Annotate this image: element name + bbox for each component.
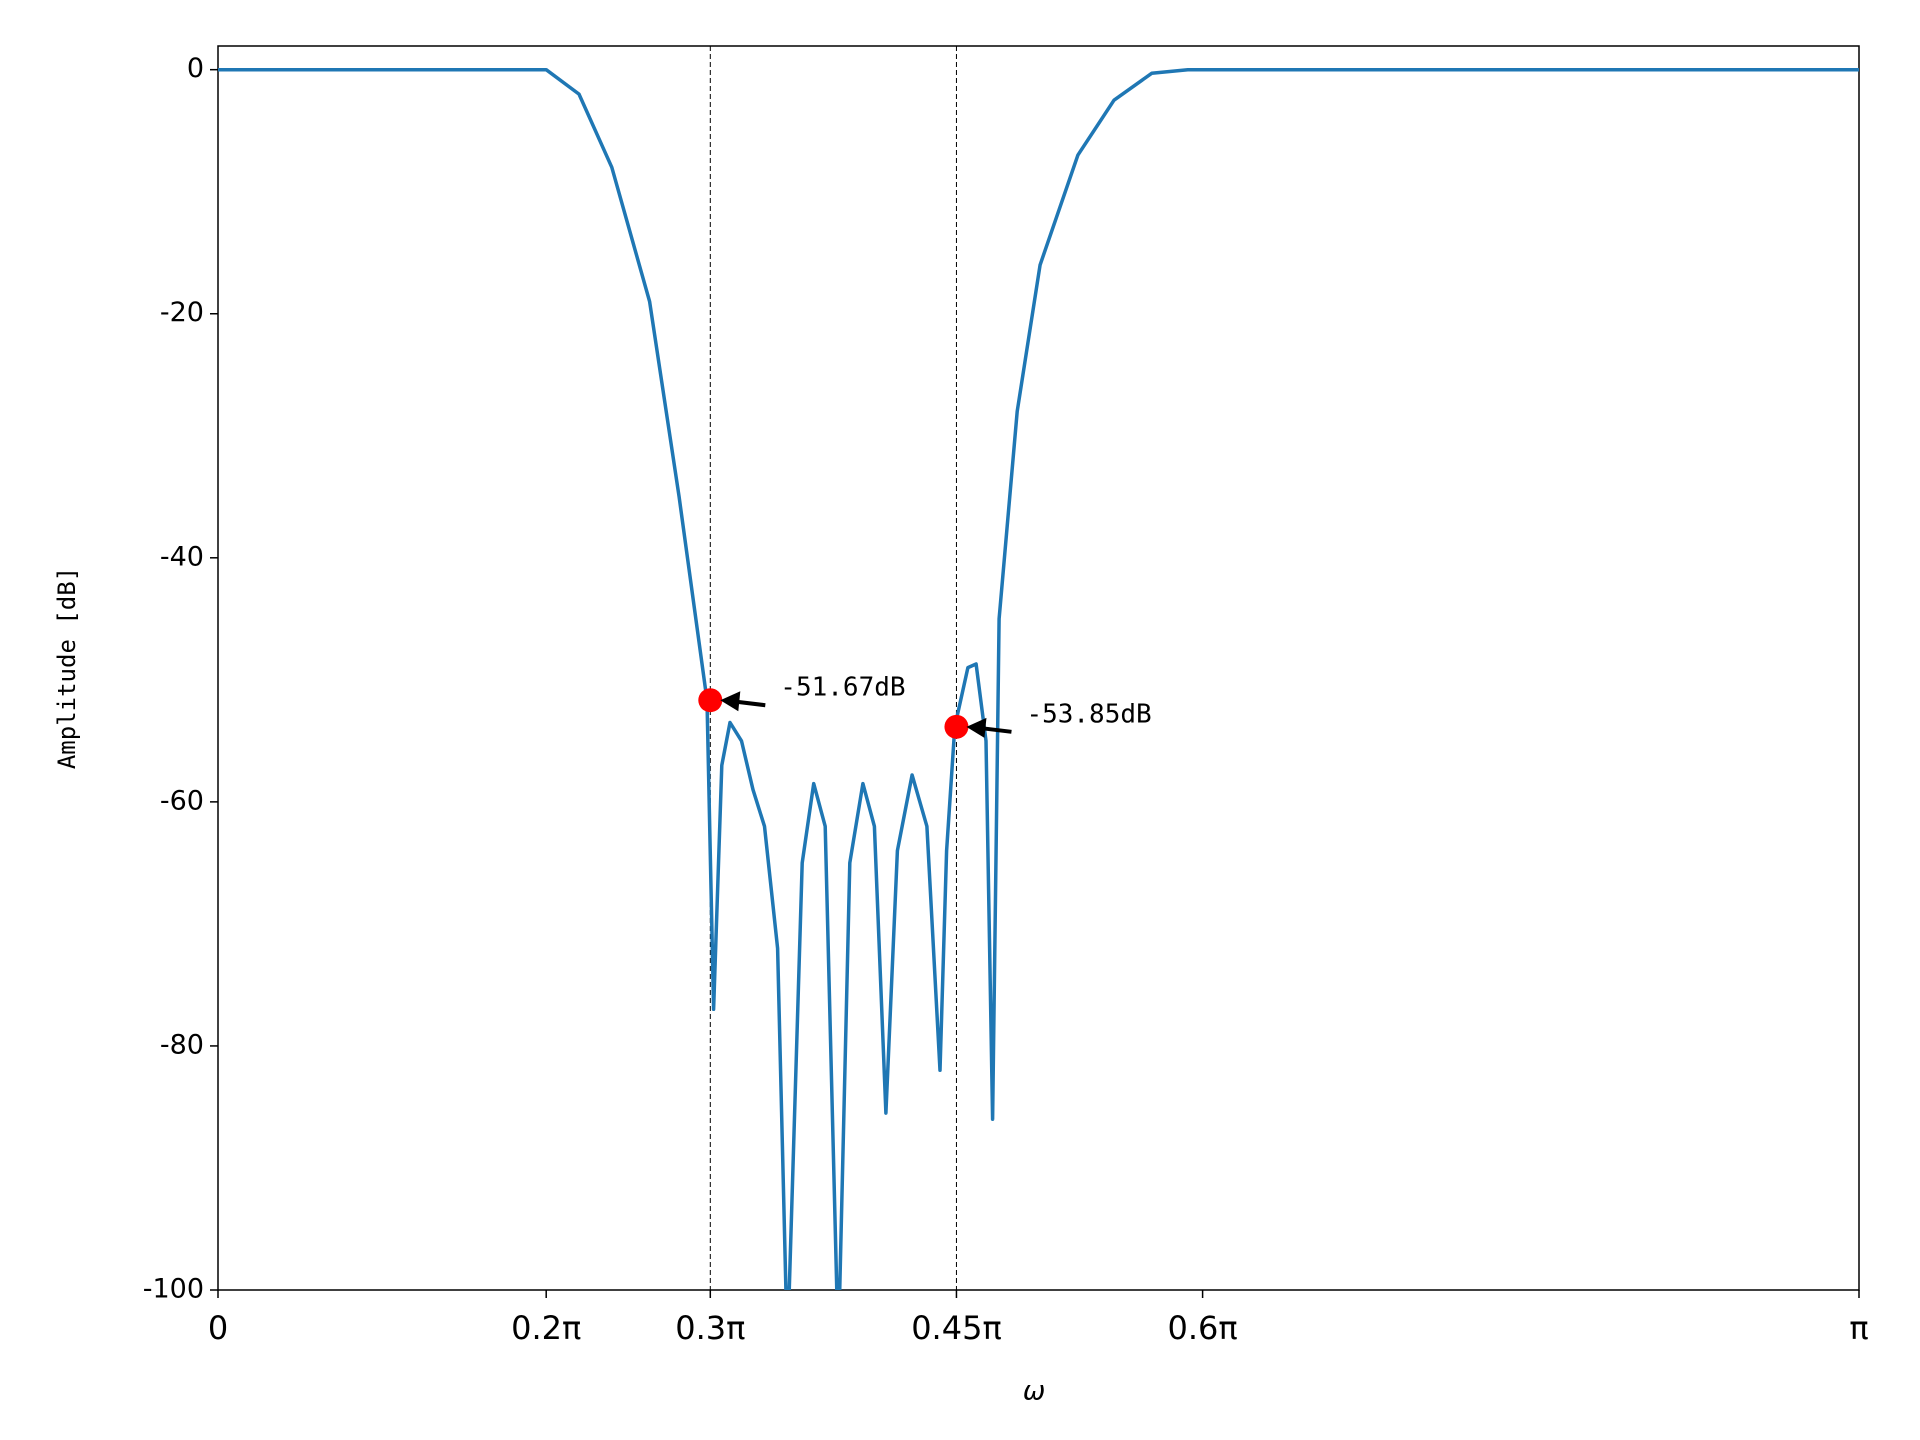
annotation-label: -51.67dB [780,673,905,703]
y-tick-label: -100 [143,1274,204,1305]
plot-frame [217,45,1860,1291]
y-tick-label: -60 [160,785,204,816]
x-tick-label: 0 [208,1309,228,1347]
y-tick-label: -20 [160,297,204,328]
x-tick-label: 0.45π [911,1309,1002,1347]
marker-point [944,714,969,739]
x-tick-label: 0.3π [675,1309,745,1347]
annotation-arrowhead [966,717,987,738]
y-tick-label: -40 [160,541,204,572]
x-tick-label: 0.6π [1168,1309,1238,1347]
x-tick-label: 0.2π [511,1309,581,1347]
y-tick-label: 0 [187,53,204,84]
annotation-arrowhead [720,691,741,712]
y-axis-label: Amplitude [dB] [53,567,81,769]
x-tick-label: π [1849,1309,1868,1347]
x-axis-label: ω [1023,1376,1046,1407]
marker-point [698,688,723,713]
y-tick-label: -80 [160,1029,204,1060]
annotation-label: -53.85dB [1026,699,1151,729]
